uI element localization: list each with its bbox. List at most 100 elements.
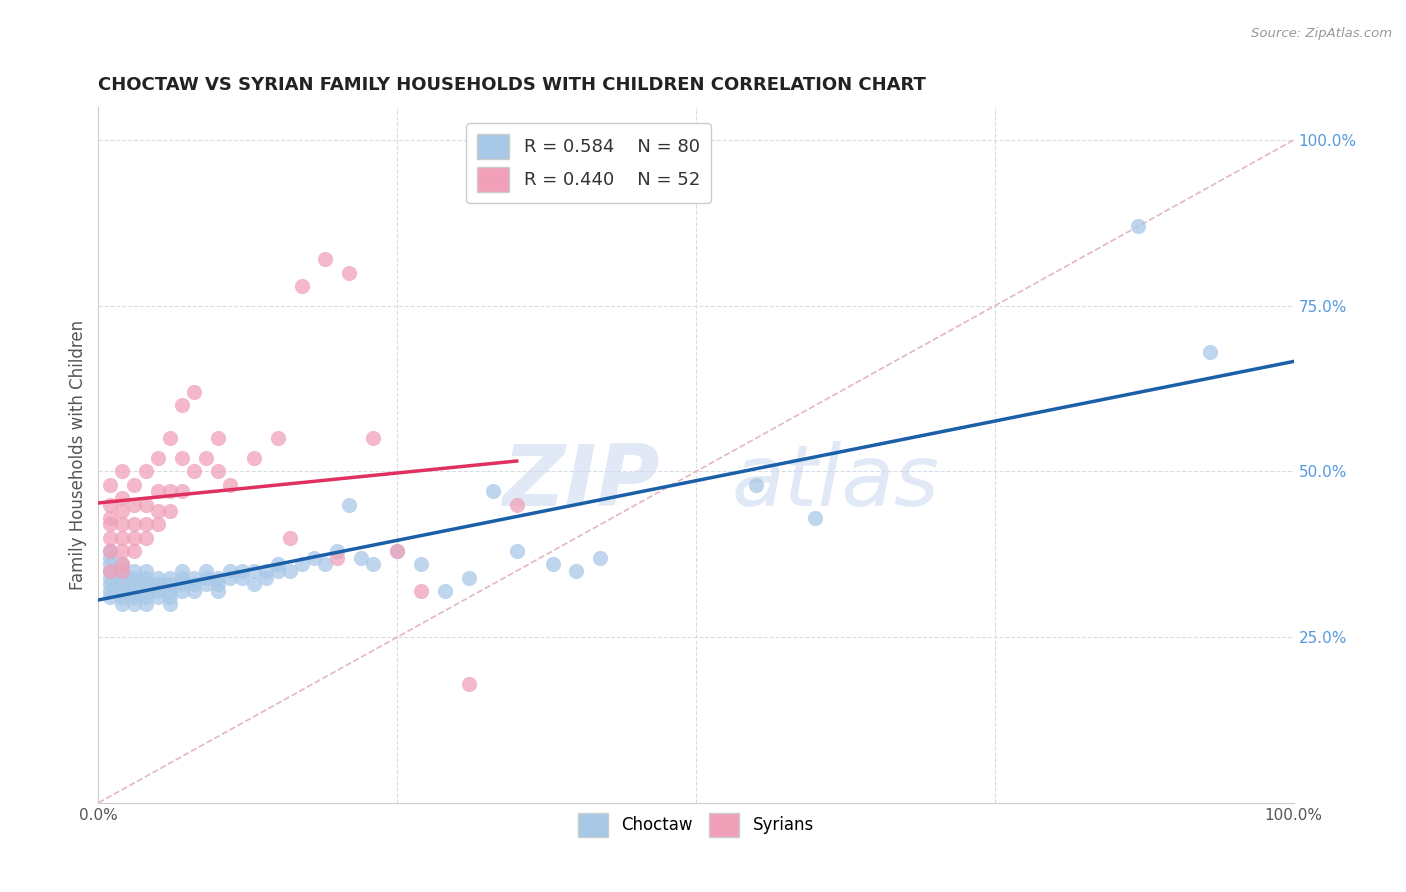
- Point: [207, 583, 229, 598]
- Point: [135, 577, 157, 591]
- Point: [267, 558, 290, 572]
- Point: [267, 564, 290, 578]
- Point: [98, 517, 122, 532]
- Point: [135, 531, 157, 545]
- Point: [363, 431, 385, 445]
- Point: [326, 544, 349, 558]
- Point: [124, 564, 146, 578]
- Point: [124, 597, 146, 611]
- Point: [172, 398, 194, 412]
- Point: [111, 570, 134, 584]
- Point: [183, 384, 205, 399]
- Point: [254, 570, 277, 584]
- Point: [1199, 345, 1222, 359]
- Point: [98, 570, 122, 584]
- Point: [804, 511, 827, 525]
- Point: [98, 550, 122, 565]
- Point: [219, 564, 242, 578]
- Point: [243, 451, 266, 466]
- Point: [98, 564, 122, 578]
- Point: [385, 544, 409, 558]
- Point: [243, 577, 266, 591]
- Point: [124, 544, 146, 558]
- Point: [219, 477, 242, 491]
- Point: [231, 564, 253, 578]
- Point: [98, 511, 122, 525]
- Point: [111, 517, 134, 532]
- Point: [315, 558, 337, 572]
- Point: [124, 577, 146, 591]
- Point: [1128, 219, 1150, 234]
- Point: [339, 266, 361, 280]
- Text: Source: ZipAtlas.com: Source: ZipAtlas.com: [1251, 27, 1392, 40]
- Point: [135, 597, 157, 611]
- Point: [302, 550, 325, 565]
- Point: [159, 484, 181, 499]
- Point: [98, 564, 122, 578]
- Point: [326, 550, 349, 565]
- Point: [207, 570, 229, 584]
- Point: [506, 498, 529, 512]
- Point: [315, 252, 337, 267]
- Point: [135, 465, 157, 479]
- Point: [159, 583, 181, 598]
- Point: [111, 558, 134, 572]
- Point: [98, 544, 122, 558]
- Point: [159, 591, 181, 605]
- Point: [195, 570, 218, 584]
- Point: [159, 570, 181, 584]
- Point: [589, 550, 612, 565]
- Point: [135, 564, 157, 578]
- Point: [411, 558, 433, 572]
- Point: [172, 451, 194, 466]
- Point: [111, 531, 134, 545]
- Point: [135, 498, 157, 512]
- Point: [124, 591, 146, 605]
- Point: [111, 544, 134, 558]
- Point: [148, 570, 170, 584]
- Point: [148, 583, 170, 598]
- Point: [135, 591, 157, 605]
- Point: [111, 558, 134, 572]
- Point: [172, 583, 194, 598]
- Point: [183, 465, 205, 479]
- Point: [159, 597, 181, 611]
- Point: [541, 558, 564, 572]
- Point: [111, 504, 134, 518]
- Point: [98, 591, 122, 605]
- Point: [148, 504, 170, 518]
- Point: [254, 564, 277, 578]
- Point: [98, 583, 122, 598]
- Point: [124, 517, 146, 532]
- Point: [195, 451, 218, 466]
- Point: [172, 577, 194, 591]
- Point: [111, 597, 134, 611]
- Point: [159, 431, 181, 445]
- Point: [207, 465, 229, 479]
- Point: [481, 484, 505, 499]
- Point: [434, 583, 457, 598]
- Point: [565, 564, 588, 578]
- Point: [745, 477, 768, 491]
- Point: [111, 583, 134, 598]
- Point: [148, 591, 170, 605]
- Point: [135, 570, 157, 584]
- Point: [183, 583, 205, 598]
- Point: [98, 544, 122, 558]
- Point: [135, 583, 157, 598]
- Point: [339, 498, 361, 512]
- Point: [111, 465, 134, 479]
- Point: [183, 570, 205, 584]
- Point: [219, 570, 242, 584]
- Point: [207, 577, 229, 591]
- Point: [172, 570, 194, 584]
- Point: [350, 550, 373, 565]
- Point: [124, 583, 146, 598]
- Text: atlas: atlas: [733, 442, 939, 524]
- Point: [111, 564, 134, 578]
- Point: [148, 517, 170, 532]
- Point: [172, 484, 194, 499]
- Point: [98, 558, 122, 572]
- Point: [98, 477, 122, 491]
- Point: [98, 531, 122, 545]
